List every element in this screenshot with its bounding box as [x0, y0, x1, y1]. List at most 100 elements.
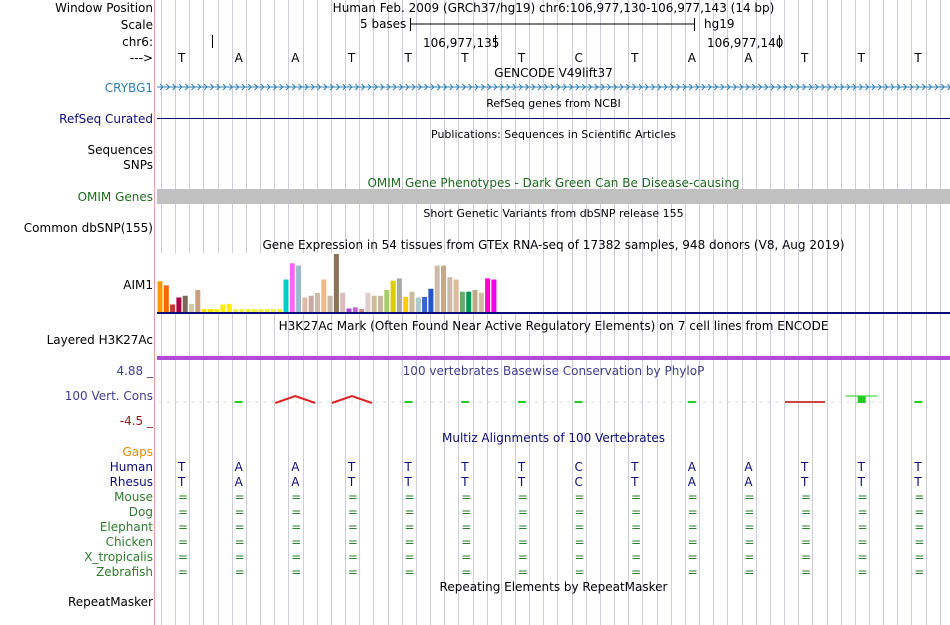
- species-base: T: [914, 460, 922, 474]
- gtex-tissue-bar: [321, 279, 327, 312]
- strand-arrow-mark: [940, 83, 945, 91]
- strand-arrow-mark: [531, 83, 536, 91]
- strand-arrow-mark: [405, 83, 410, 91]
- strand-arrow-mark: [827, 83, 832, 91]
- base-letter: T: [461, 51, 469, 65]
- gtex-tissue-bar: [352, 307, 358, 312]
- species-base: =: [404, 490, 415, 504]
- species-base: A: [234, 475, 243, 489]
- h3k27ac-signal-bar[interactable]: [157, 356, 950, 360]
- species-label-elephant[interactable]: Elephant: [99, 520, 153, 534]
- strand-arrow-mark: [348, 83, 353, 91]
- repeatmasker-track-label[interactable]: RepeatMasker: [67, 595, 153, 609]
- base-letter: T: [801, 51, 809, 65]
- gtex-tissue-bar: [409, 291, 415, 312]
- strand-arrow-mark: [669, 83, 675, 91]
- gtex-tissue-bar: [359, 309, 365, 312]
- gtex-tissue-bar: [453, 279, 459, 312]
- snps-track-label[interactable]: SNPs: [123, 158, 153, 172]
- dbsnp-track-label[interactable]: Common dbSNP(155): [23, 221, 153, 235]
- species-label-human[interactable]: Human: [109, 460, 153, 474]
- species-base: =: [517, 520, 528, 534]
- strand-arrow-mark: [688, 83, 693, 91]
- species-label-chicken[interactable]: Chicken: [105, 535, 153, 549]
- strand-arrow-mark: [581, 83, 586, 91]
- species-base: =: [914, 490, 925, 504]
- base-letter: T: [857, 51, 866, 65]
- strand-arrow-mark: [795, 83, 801, 91]
- species-label-zebrafish[interactable]: Zebrafish: [96, 565, 153, 579]
- gtex-tissue-bar: [478, 292, 484, 312]
- phylop-positive-mark: [517, 401, 526, 403]
- gtex-gene-label[interactable]: AIM1: [123, 278, 153, 292]
- species-base: A: [687, 460, 696, 474]
- strand-arrow-mark: [323, 83, 328, 91]
- strand-arrow-mark: [550, 83, 555, 91]
- scale-bar: [212, 18, 780, 48]
- species-base: T: [857, 475, 866, 489]
- gencode-track-title: GENCODE V49lift37: [494, 66, 613, 80]
- species-base: =: [404, 535, 415, 549]
- species-base: =: [744, 520, 755, 534]
- strand-arrow-mark: [562, 83, 567, 91]
- species-base: =: [517, 505, 528, 519]
- coord-label-2: 106,977,140: [707, 36, 784, 50]
- species-label-rhesus[interactable]: Rhesus: [109, 475, 153, 489]
- species-base: =: [574, 520, 585, 534]
- species-label-x_tropicalis[interactable]: X_tropicalis: [84, 550, 153, 564]
- strand-arrow-mark: [714, 83, 719, 91]
- strand-arrow-mark: [203, 83, 208, 91]
- strand-arrow-mark: [915, 83, 920, 91]
- phylop-max-label: 4.88 _: [116, 364, 153, 378]
- strand-arrow-mark: [191, 83, 196, 91]
- omim-gene-bar[interactable]: [157, 189, 950, 204]
- phylop-signal-plot[interactable]: [157, 376, 950, 426]
- strand-arrow-mark: [751, 83, 756, 91]
- strand-arrow-mark: [361, 83, 366, 91]
- refseq-gene-line[interactable]: [157, 118, 950, 119]
- scale-label: Scale: [120, 18, 153, 32]
- gtex-tissue-bar: [371, 295, 377, 312]
- gtex-bar-plot[interactable]: [157, 253, 950, 315]
- species-base: T: [404, 460, 412, 474]
- strand-arrow-mark: [329, 83, 334, 91]
- strand-arrow-mark: [783, 83, 788, 91]
- species-base: =: [461, 535, 472, 549]
- strand-arrow-mark: [367, 83, 372, 91]
- gene-label-crybg1[interactable]: CRYBG1: [104, 81, 153, 95]
- species-base: =: [178, 505, 189, 519]
- species-base: =: [461, 550, 472, 564]
- species-base: T: [801, 475, 809, 489]
- species-base: =: [291, 535, 302, 549]
- strand-arrow-mark: [871, 83, 876, 91]
- species-base: =: [234, 565, 245, 579]
- base-letter: T: [517, 51, 526, 65]
- window-position-value[interactable]: Human Feb. 2009 (GRCh37/hg19) chr6:106,9…: [332, 1, 775, 15]
- gtex-tissue-bar: [214, 309, 220, 312]
- species-base: =: [404, 520, 415, 534]
- species-base: =: [574, 490, 585, 504]
- base-letter: T: [914, 51, 922, 65]
- strand-arrow-mark: [770, 83, 775, 91]
- strand-arrow-mark: [934, 83, 939, 91]
- species-base: =: [631, 565, 642, 579]
- gene-model-crybg1[interactable]: [157, 80, 950, 94]
- species-base: =: [631, 520, 642, 534]
- refseq-track-label[interactable]: RefSeq Curated: [59, 112, 153, 126]
- strand-arrow-mark: [695, 83, 700, 91]
- gtex-tissue-bar: [333, 254, 339, 312]
- strand-arrow-mark: [291, 83, 297, 91]
- strand-arrow-mark: [840, 83, 845, 91]
- strand-arrow-mark: [625, 83, 630, 91]
- phylop-track-label[interactable]: 100 Vert. Cons: [64, 389, 153, 403]
- h3k27ac-track-label[interactable]: Layered H3K27Ac: [46, 333, 153, 347]
- species-base: =: [234, 505, 245, 519]
- species-label-dog[interactable]: Dog: [128, 505, 153, 519]
- strand-arrow-mark: [417, 83, 423, 91]
- species-base: =: [687, 505, 698, 519]
- species-label-mouse[interactable]: Mouse: [114, 490, 153, 504]
- strand-arrow-mark: [739, 83, 744, 91]
- omim-track-label[interactable]: OMIM Genes: [77, 190, 153, 204]
- phylop-negative-mark: [331, 394, 373, 404]
- sequences-track-label[interactable]: Sequences: [87, 143, 153, 157]
